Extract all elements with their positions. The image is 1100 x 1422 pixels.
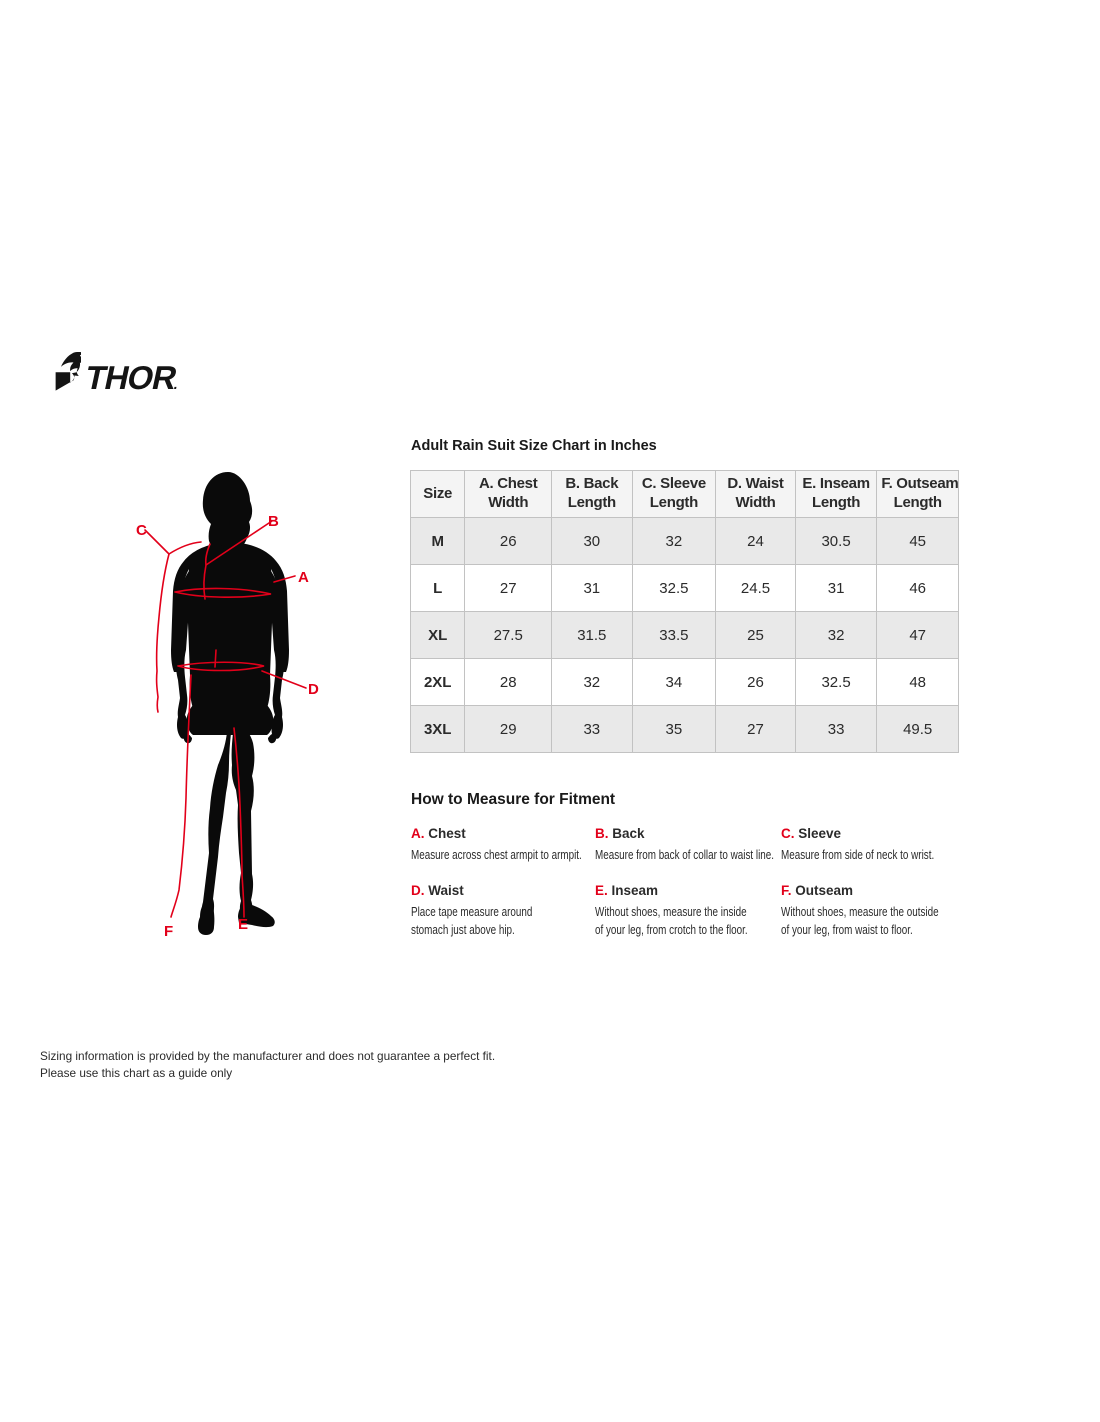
svg-text:A: A [298, 569, 309, 586]
svg-text:E: E [238, 916, 248, 933]
svg-text:C: C [136, 522, 147, 539]
svg-text:F: F [164, 923, 173, 940]
svg-text:B: B [268, 513, 279, 530]
svg-text:D: D [308, 681, 319, 698]
